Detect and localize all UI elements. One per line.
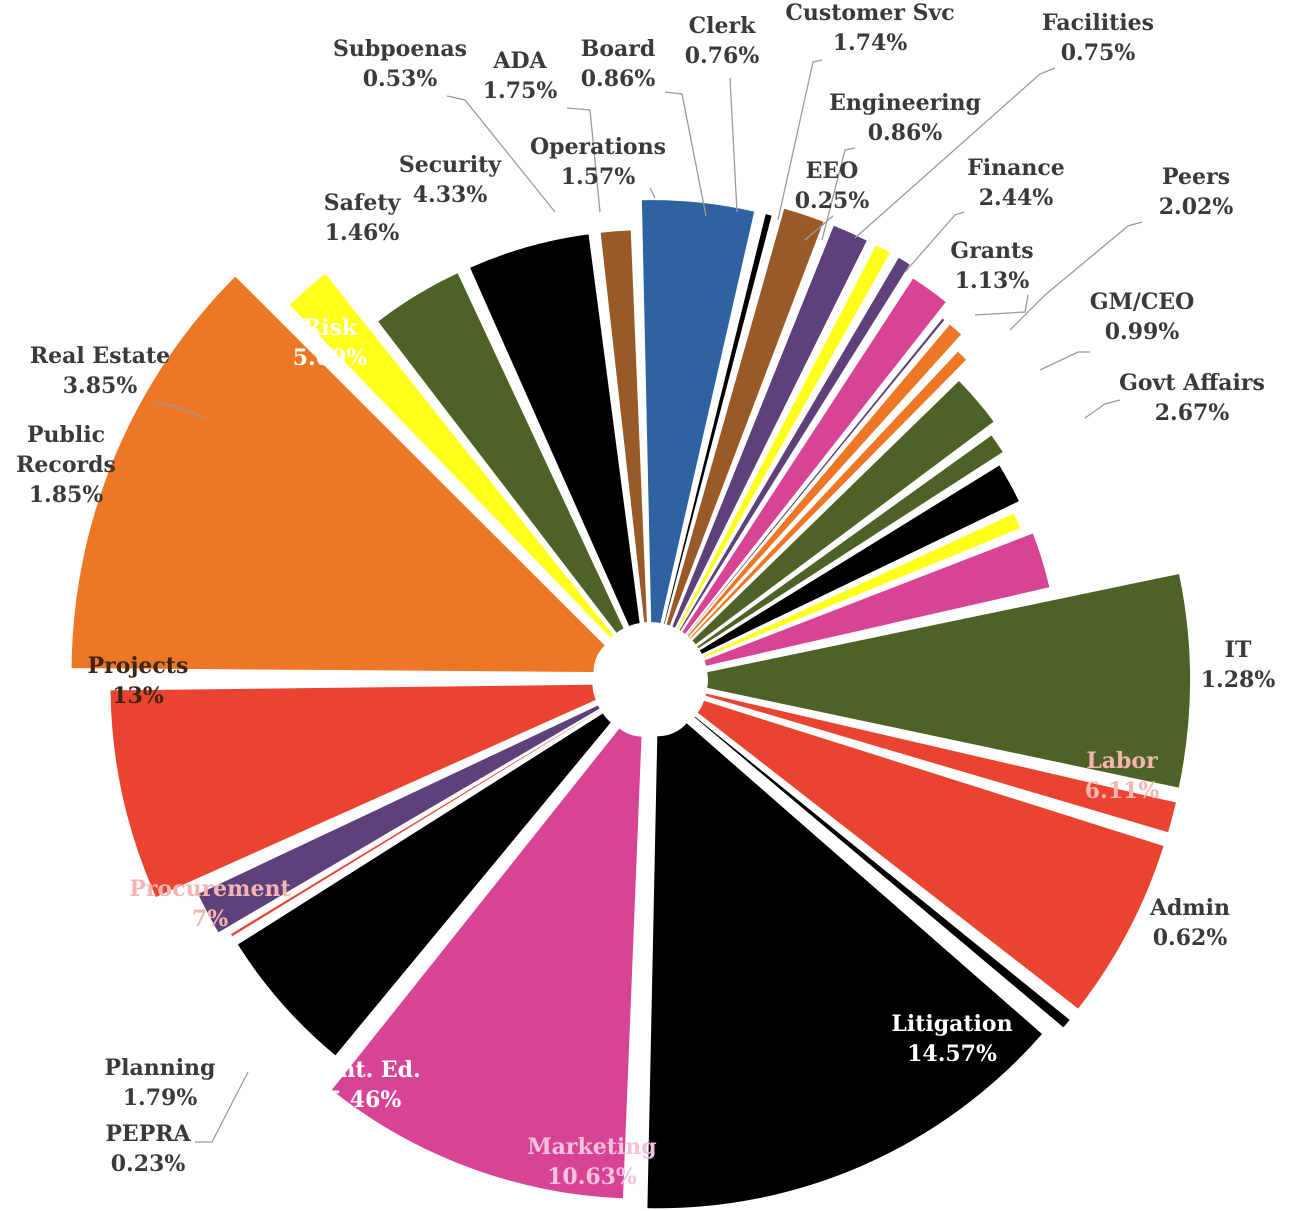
slice-label-litigation: Litigation 14.57% — [891, 1011, 1012, 1067]
slice-label-projects: Projects 13% — [88, 653, 189, 709]
slice-label-clerk: Clerk 0.76% — [685, 13, 760, 69]
pie-slice-safety — [600, 230, 647, 623]
leader-line-eeo — [804, 215, 834, 241]
leader-line-operations — [649, 187, 656, 199]
pie-slice-finance — [692, 381, 994, 645]
pie-slice-planning — [198, 705, 600, 933]
slice-label-grants: Grants 1.13% — [950, 238, 1033, 294]
slice-label-operations: Operations 1.57% — [530, 134, 666, 190]
pie-slice-it — [705, 693, 1176, 833]
leader-lines — [154, 59, 1143, 1143]
slice-label-engineering: Engineering 0.86% — [829, 90, 981, 146]
slice-label-real-estate: Real Estate 3.85% — [30, 343, 170, 399]
pie-slice-risk — [470, 234, 640, 627]
leader-line-customer-svc — [777, 59, 823, 221]
pie-slice-cont-ed- — [237, 713, 611, 1056]
leader-line-grants — [974, 294, 1029, 316]
pie-slice-hr — [707, 573, 1190, 788]
leader-line-facilities — [854, 67, 1056, 239]
pie-slice-eeo — [686, 318, 945, 636]
slice-label-eeo: EEO 0.25% — [795, 158, 870, 214]
leader-line-board — [664, 91, 707, 217]
pie-slice-clerk — [679, 257, 910, 631]
pie-slice-grants — [697, 435, 1003, 649]
slice-label-gm-ceo: GM/CEO 0.99% — [1090, 289, 1195, 345]
slice-label-admin: Admin 0.62% — [1149, 895, 1230, 951]
pie-slice-govt-affairs — [704, 533, 1050, 666]
pie-slice-labor — [697, 700, 1164, 1009]
slice-label-subpoenas: Subpoenas 0.53% — [333, 36, 467, 92]
slice-label-ada: ADA 1.75% — [483, 48, 558, 104]
pie-slice-real-estate — [378, 273, 624, 633]
slice-label-marketing: Marketing 10.63% — [527, 1134, 656, 1190]
slice-label-public-records: Public Records 1.85% — [16, 422, 116, 508]
pie-slice-marketing — [331, 728, 642, 1199]
pie-slice-subpoenas — [664, 214, 772, 624]
pie-slice-security — [641, 200, 755, 624]
slice-label-peers: Peers 2.02% — [1159, 164, 1234, 220]
leader-line-finance — [904, 211, 965, 273]
slice-label-board: Board 0.86% — [581, 36, 656, 92]
slice-labels: Real Estate 3.85% Risk 5.00% Safety 1.46%Secu… — [16, 0, 1275, 1190]
slice-label-facilities: Facilities 0.75% — [1042, 10, 1154, 66]
slice-label-customer-svc: Customer Svc 1.74% — [785, 0, 954, 56]
slice-label-security: Security 4.33% — [399, 152, 502, 208]
pie-slice-procurement — [110, 684, 596, 897]
leader-line-real-estate — [154, 401, 206, 419]
pie-slices — [71, 200, 1190, 1209]
pie-slice-facilities — [689, 351, 967, 639]
pie-slice-public-records — [289, 273, 614, 638]
pie-slice-litigation — [647, 723, 1043, 1209]
pie-slice-board — [677, 245, 890, 630]
slice-label-finance: Finance 2.44% — [967, 155, 1065, 211]
slice-label-labor: Labor 6.11% — [1085, 748, 1160, 804]
slice-label-govt-affairs: Govt Affairs 2.67% — [1119, 370, 1265, 426]
pie-slice-engineering — [687, 324, 962, 637]
slice-label-cont-ed-: Cont. Ed. 5.46% — [307, 1057, 420, 1113]
pie-slice-pepra — [231, 710, 601, 937]
slice-label-it: IT 1.28% — [1201, 637, 1276, 693]
pie-slice-admin — [694, 716, 1070, 1028]
leader-line-gm-ceo — [1039, 351, 1090, 371]
slice-label-procurement: Procurement 7% — [129, 876, 291, 932]
slice-label-planning: Planning 1.79% — [105, 1055, 216, 1111]
leader-line-ada — [566, 107, 601, 213]
leader-line-engineering — [821, 147, 856, 241]
pie-slice-ada — [666, 208, 824, 626]
pie-slice-peers — [699, 465, 1019, 654]
pie-slice-operations — [672, 225, 867, 628]
leader-line-govt-affairs — [1084, 399, 1121, 419]
slice-label-safety: Safety 1.46% — [324, 190, 402, 246]
pie-slice-gm-ceo — [702, 513, 1021, 658]
leader-line-clerk — [729, 77, 738, 213]
slice-label-pepra: PEPRA 0.23% — [105, 1121, 191, 1177]
leader-line-pepra — [195, 1071, 249, 1143]
slice-label-hr: HR 7.07% — [1071, 530, 1146, 586]
pie-slice-projects — [71, 276, 605, 672]
slice-label-risk: Risk 5.00% — [293, 315, 368, 371]
pie-slice-customer-svc — [682, 278, 946, 634]
leader-line-subpoenas — [446, 95, 556, 213]
leader-line-peers — [1009, 221, 1143, 331]
